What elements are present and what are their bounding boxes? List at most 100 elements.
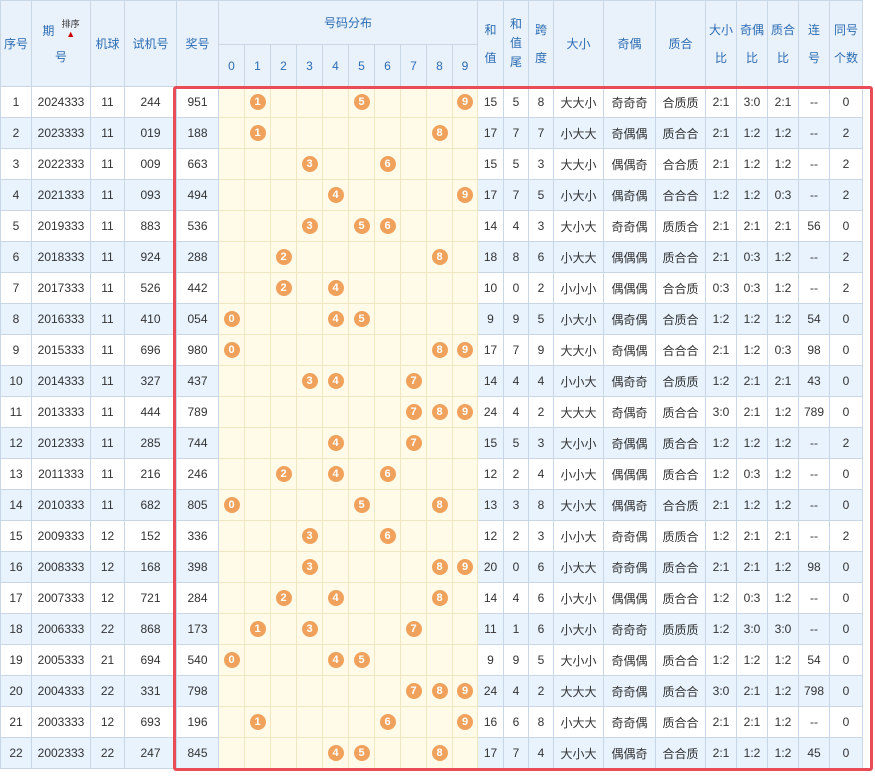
digit-ball: 8: [431, 745, 448, 761]
distribution-cell: [374, 613, 401, 645]
digit-ball: 6: [379, 466, 396, 482]
row-period: 2016333: [31, 303, 91, 335]
distribution-cell: [218, 427, 245, 459]
row-same-count: 0: [829, 706, 863, 738]
row-oddeven: 偶偶奇: [603, 148, 656, 180]
row-period: 2011333: [31, 458, 91, 490]
row-period: 2014333: [31, 365, 91, 397]
row-same-count: 2: [829, 117, 863, 149]
distribution-cell: 7: [400, 396, 427, 428]
row-trial: 216: [124, 458, 177, 490]
row-oddeven: 奇偶偶: [603, 427, 656, 459]
row-consecutive: 98: [798, 551, 830, 583]
row-span: 8: [528, 86, 554, 118]
distribution-cell: [374, 272, 401, 304]
digit-ball: 0: [223, 497, 240, 513]
row-sum-tail: 8: [503, 241, 529, 273]
row-period: 2012333: [31, 427, 91, 459]
row-bigsmall: 大小大: [553, 489, 604, 521]
row-sum-tail: 9: [503, 644, 529, 676]
row-primecomp: 合合质: [655, 737, 706, 769]
row-prize: 536: [176, 210, 219, 242]
row-primecomp: 合合质: [655, 489, 706, 521]
row-span: 6: [528, 582, 554, 614]
distribution-cell: [244, 334, 271, 366]
row-pc-ratio: 2:1: [767, 86, 799, 118]
table-row: 4 2021333 11 093 494 4 9 17 7 5 小大小 偶奇偶 合合合 1:2 1:2 0:3…: [0, 179, 863, 211]
row-bigsmall: 大小大: [553, 737, 604, 769]
row-span: 6: [528, 551, 554, 583]
col-pc-ratio-a: 质合: [770, 22, 795, 37]
distribution-cell: 6: [374, 148, 401, 180]
col-period[interactable]: 期 排序 ▲ 号: [31, 0, 91, 87]
row-span: 4: [528, 737, 554, 769]
row-bigsmall: 小小小: [553, 272, 604, 304]
distribution-cell: [322, 396, 349, 428]
distribution-cell: [400, 272, 427, 304]
distribution-cell: [244, 179, 271, 211]
row-prize: 798: [176, 675, 219, 707]
row-trial: 327: [124, 365, 177, 397]
table-row: 6 2018333 11 924 288 2 8 18 8 6 小大大 偶偶偶 质合合 2:1 0:3 1:2…: [0, 241, 863, 273]
digit-ball: 6: [379, 528, 396, 544]
row-oddeven: 偶偶偶: [603, 582, 656, 614]
distribution-cell: [296, 396, 323, 428]
row-pc-ratio: 1:2: [767, 396, 799, 428]
distribution-cell: [452, 210, 478, 242]
row-trial: 410: [124, 303, 177, 335]
row-prize: 398: [176, 551, 219, 583]
row-span: 8: [528, 706, 554, 738]
row-sum: 10: [477, 272, 504, 304]
distribution-cell: 3: [296, 551, 323, 583]
distribution-cell: [400, 179, 427, 211]
col-bigsmall: 大小: [553, 0, 604, 87]
table-row: 12 2012333 11 285 744 4 7 15 5 3 大小小 奇偶偶 质合合 1:2 1:2 1:…: [0, 427, 863, 459]
row-sum: 11: [477, 613, 504, 645]
distribution-cell: [270, 613, 297, 645]
distribution-cell: 9: [452, 551, 478, 583]
distribution-cell: [296, 458, 323, 490]
table-row: 10 2014333 11 327 437 3 4 7 14 4 4 小小大 偶奇奇 合质质 1:2 2:1 2…: [0, 365, 863, 397]
distribution-cell: [426, 303, 453, 335]
distribution-cell: [426, 365, 453, 397]
distribution-cell: [322, 241, 349, 273]
row-bs-ratio: 1:2: [705, 613, 737, 645]
distribution-cell: [348, 520, 375, 552]
row-pc-ratio: 1:2: [767, 427, 799, 459]
row-machine: 11: [90, 179, 125, 211]
row-bigsmall: 小大大: [553, 117, 604, 149]
distribution-cell: 9: [452, 179, 478, 211]
col-bs-ratio-b: 比: [714, 50, 727, 65]
row-machine: 11: [90, 210, 125, 242]
distribution-cell: [218, 179, 245, 211]
row-bigsmall: 大小小: [553, 427, 604, 459]
row-trial: 168: [124, 551, 177, 583]
row-oe-ratio: 1:2: [736, 117, 768, 149]
row-trial: 883: [124, 210, 177, 242]
col-sum-b: 值: [484, 50, 497, 65]
distribution-cell: [296, 489, 323, 521]
distribution-cell: [218, 706, 245, 738]
row-span: 8: [528, 489, 554, 521]
row-prize: 442: [176, 272, 219, 304]
row-same-count: 2: [829, 520, 863, 552]
row-same-count: 0: [829, 86, 863, 118]
distribution-cell: [218, 86, 245, 118]
row-oddeven: 奇奇偶: [603, 551, 656, 583]
sort-toggle[interactable]: 排序 ▲: [62, 18, 80, 39]
row-bigsmall: 小小大: [553, 458, 604, 490]
row-oddeven: 偶偶奇: [603, 737, 656, 769]
distribution-cell: [296, 117, 323, 149]
distribution-cell: 0: [218, 489, 245, 521]
row-sum: 24: [477, 675, 504, 707]
table-row: 1 2024333 11 244 951 1 5 9 15 5 8 大大小 奇奇奇 合质质 2:1 3:0 2:…: [0, 86, 863, 118]
distribution-cell: [452, 241, 478, 273]
distribution-cell: [400, 458, 427, 490]
row-prize: 246: [176, 458, 219, 490]
digit-ball: 4: [327, 745, 344, 761]
row-trial: 693: [124, 706, 177, 738]
row-machine: 12: [90, 551, 125, 583]
distribution-cell: [218, 613, 245, 645]
distribution-cell: 0: [218, 303, 245, 335]
distribution-cell: [426, 458, 453, 490]
